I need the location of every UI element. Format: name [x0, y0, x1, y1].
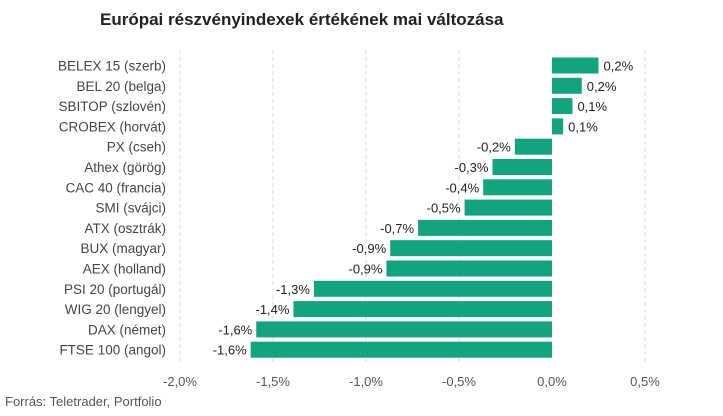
data-label: 0,2%	[604, 59, 634, 74]
category-label: CAC 40 (francia)	[65, 180, 166, 195]
data-label: -0,4%	[445, 180, 479, 195]
category-label: BUX (magyar)	[80, 241, 166, 256]
category-label: BELEX 15 (szerb)	[58, 59, 166, 74]
data-label: -1,3%	[276, 282, 310, 297]
bar	[386, 260, 552, 277]
data-label: -0,9%	[352, 241, 386, 256]
category-label: DAX (német)	[88, 322, 166, 337]
bar	[418, 219, 552, 236]
bar	[552, 98, 573, 115]
x-axis-tick-labels: -2,0% -1,5% -1,0% -0,5% 0,0% 0,5%	[163, 374, 660, 389]
category-label: SMI (svájci)	[96, 201, 167, 216]
data-label: -0,7%	[380, 221, 414, 236]
bar	[313, 280, 552, 297]
value-labels: 0,2% 0,2% 0,1% 0,1% -0,2% -0,3% -0,4% -0,5% -0,7…	[213, 59, 634, 358]
source-note: Forrás: Teletrader, Portfolio	[5, 394, 162, 409]
category-label: WIG 20 (lengyel)	[65, 302, 166, 317]
bar	[552, 57, 599, 74]
data-label: 0,1%	[568, 119, 598, 134]
bar	[256, 321, 552, 338]
bars	[250, 57, 599, 358]
bar	[250, 341, 552, 358]
category-label: PX (cseh)	[107, 140, 166, 155]
bar	[552, 77, 582, 94]
data-label: -1,6%	[218, 322, 252, 337]
bar	[483, 179, 552, 196]
x-tick-label: 0,0%	[537, 374, 567, 389]
data-label: -1,4%	[255, 302, 289, 317]
category-label: CROBEX (horvát)	[59, 119, 166, 134]
category-label: BEL 20 (belga)	[76, 79, 166, 94]
data-label: -0,3%	[455, 160, 489, 175]
data-label: -0,5%	[427, 201, 461, 216]
bar	[390, 240, 552, 257]
bar	[514, 138, 552, 155]
category-label: SBITOP (szlovén)	[58, 99, 166, 114]
category-label: ATX (osztrák)	[84, 221, 166, 236]
bar	[464, 199, 552, 216]
x-tick-label: -1,0%	[349, 374, 383, 389]
x-tick-label: -0,5%	[442, 374, 476, 389]
category-label: PSI 20 (portugál)	[64, 282, 166, 297]
category-label: AEX (holland)	[83, 262, 166, 277]
x-tick-label: 0,5%	[630, 374, 660, 389]
chart-title: Európai részvényindexek értékének mai vá…	[100, 10, 504, 29]
category-labels: BELEX 15 (szerb) BEL 20 (belga) SBITOP (sz…	[58, 59, 166, 358]
data-label: 0,1%	[577, 99, 607, 114]
x-tick-label: -2,0%	[163, 374, 197, 389]
data-label: 0,2%	[587, 79, 617, 94]
bar	[492, 159, 552, 175]
x-tick-label: -1,5%	[256, 374, 290, 389]
category-label: Athex (görög)	[84, 160, 166, 175]
bar	[293, 301, 552, 318]
data-label: -0,2%	[477, 140, 511, 155]
data-label: -1,6%	[213, 343, 247, 358]
category-label: FTSE 100 (angol)	[59, 343, 166, 358]
bar	[552, 118, 564, 135]
data-label: -0,9%	[348, 262, 382, 277]
